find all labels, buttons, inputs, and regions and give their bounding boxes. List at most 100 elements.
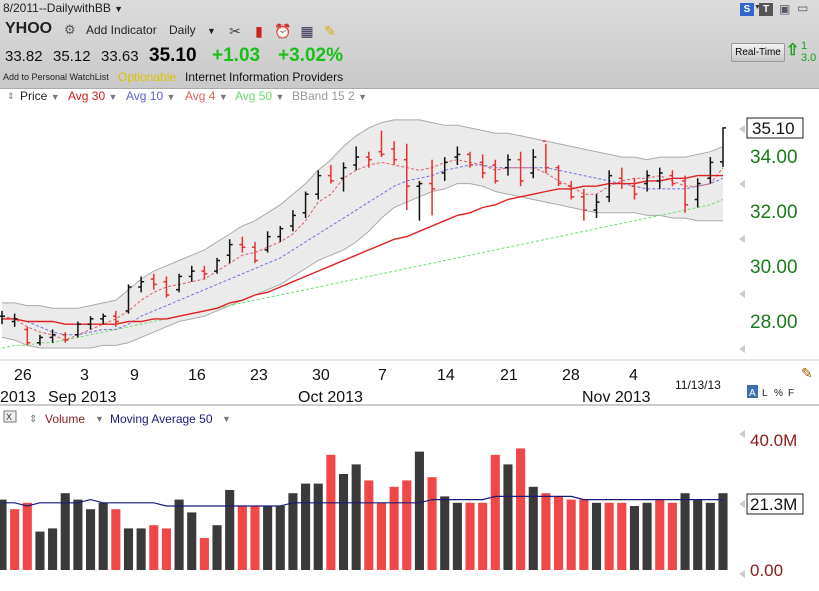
tools-icon[interactable]: ✂ (229, 23, 241, 39)
legend-avg50[interactable]: Avg 50 ▼ (235, 89, 284, 103)
chevron-down-icon[interactable]: ▼ (754, 4, 761, 11)
price-tick-28: 28.00 (750, 312, 798, 333)
chevron-down-icon: ▼ (108, 92, 118, 102)
avg4-line (1, 159, 724, 341)
scale-pct-button[interactable]: % (774, 388, 783, 399)
legend-price[interactable]: Price ▼ (20, 89, 60, 103)
scale-a-button[interactable] (747, 385, 758, 398)
volume-bar (591, 502, 602, 570)
volume-bar (225, 490, 235, 570)
volume-bar (275, 506, 285, 570)
volume-bar (554, 496, 564, 570)
ohlc-bar (720, 127, 726, 167)
volume-bar (579, 499, 589, 570)
ohlc-bar (176, 273, 183, 293)
close-volume-button[interactable] (3, 410, 17, 423)
legend-avg30-label: Avg 30 (68, 89, 106, 103)
industry-label: Internet Information Providers (185, 70, 344, 84)
add-indicator-button[interactable]: Add Indicator (86, 23, 157, 37)
real-time-button[interactable]: Real-Time (731, 43, 785, 62)
scale-log-button[interactable]: L (762, 388, 768, 399)
minimize-icon[interactable]: ▭ (797, 1, 809, 15)
ohlc-bar (403, 143, 410, 211)
volume-tick-40m: 40.0M (750, 431, 797, 450)
chart-header: 8/2011--DailywithBB ▼ YHOO ⚙ Add Indicat… (0, 0, 819, 89)
quote-change-pct: +3.02% (278, 45, 343, 66)
grid-add-icon[interactable]: ▦ (300, 23, 314, 39)
ohlc-bar (707, 157, 714, 184)
ohlc-bar (62, 332, 69, 343)
ohlc-bar (11, 313, 18, 327)
add-indicator-icon[interactable]: ⚙ (64, 22, 76, 37)
legend-avg10-label: Avg 10 (126, 89, 164, 103)
date-labels: 26 3 9 16 23 30 7 14 21 28 4 2013 Sep 20… (0, 367, 721, 406)
ohlc-bar (188, 265, 195, 282)
ohlc-bar (24, 326, 31, 346)
day-label: 26 (14, 367, 32, 384)
save-icon[interactable]: ▣ (779, 2, 791, 16)
ohlc-bar (226, 239, 233, 264)
legend-bband[interactable]: BBand 15 2 ▼ (292, 89, 367, 103)
day-label: 21 (500, 367, 518, 384)
up-arrow-icon: ⇧ (786, 42, 800, 59)
volume-axis: 40.0M 21.3M 0.00 (746, 431, 804, 580)
symbol-label[interactable]: YHOO (5, 20, 53, 37)
quote-last: 35.10 (149, 45, 197, 66)
ohlc-bar (669, 170, 676, 187)
axis-tick-marker (739, 290, 745, 298)
volume-bar (351, 464, 361, 570)
ohlc-bar (593, 194, 600, 219)
legend-avg4[interactable]: Avg 4 ▼ (185, 89, 228, 103)
volume-bar (465, 502, 475, 570)
volume-bar (402, 480, 412, 570)
legend-avg30[interactable]: Avg 30 ▼ (68, 89, 117, 103)
chevron-down-icon[interactable]: ▼ (95, 414, 104, 424)
day-label: 30 (312, 367, 330, 384)
ohlc-bar (0, 310, 5, 325)
volume-bar (73, 499, 83, 570)
note-icon[interactable]: ✎ (324, 23, 336, 39)
ohlc-bar (694, 178, 701, 208)
optionable-badge: Optionable (118, 70, 177, 84)
last-price-label: 35.10 (752, 119, 795, 138)
s-badge[interactable]: S (740, 3, 754, 16)
volume-legend[interactable]: Volume (45, 412, 85, 426)
volume-bar (528, 486, 538, 570)
chevron-down-icon[interactable]: ▼ (222, 414, 231, 424)
volume-bar (604, 502, 614, 570)
add-to-watchlist-link[interactable]: Add to Personal WatchList (3, 72, 109, 82)
t-badge-label: T (762, 4, 770, 15)
day-label: 16 (188, 367, 206, 384)
realtime-value-1: 1 (801, 40, 808, 52)
legend-avg10[interactable]: Avg 10 ▼ (126, 89, 175, 103)
t-badge[interactable]: T (759, 3, 773, 16)
period-dropdown[interactable]: Daily ▼ (169, 23, 216, 37)
scale-f-button[interactable]: F (788, 388, 794, 399)
pencil-icon[interactable]: ✎ (801, 365, 813, 381)
ohlc-bar (214, 257, 221, 274)
ohlc-bar (365, 151, 372, 168)
ohlc-bar (644, 170, 651, 192)
ohlc-bar (74, 321, 81, 338)
price-tick-30: 30.00 (750, 257, 798, 278)
day-label: 3 (80, 367, 89, 384)
bar-chart-icon[interactable]: ▮ (255, 23, 263, 39)
alarm-clock-icon[interactable]: ⏰ (274, 23, 292, 39)
ohlc-bar (606, 170, 613, 203)
avg30-line (2, 174, 723, 325)
chevron-down-icon: ▼ (358, 92, 367, 102)
volume-bar (212, 525, 222, 570)
axis-tick-marker (739, 125, 745, 133)
indicator-legend: ⇕ Price ▼ Avg 30 ▼ Avg 10 ▼ Avg 4 ▼ Avg … (0, 88, 819, 104)
sort-icon[interactable]: ⇕ (7, 91, 15, 101)
axis-tick-marker (739, 180, 745, 188)
legend-price-label: Price (20, 89, 48, 103)
volume-bar (10, 509, 20, 570)
ohlc-bar (492, 159, 499, 184)
quote-high: 35.12 (53, 48, 91, 65)
sort-icon[interactable]: ⇕ (29, 414, 37, 425)
axis-tick-marker (739, 500, 745, 508)
volume-ma-legend[interactable]: Moving Average 50 (110, 412, 213, 426)
price-volume-chart[interactable]: 35.10 34.00 32.00 30.00 28.00 26 3 9 16 … (0, 104, 819, 591)
chart-name-dropdown[interactable]: 8/2011--DailywithBB ▼ (3, 1, 123, 15)
